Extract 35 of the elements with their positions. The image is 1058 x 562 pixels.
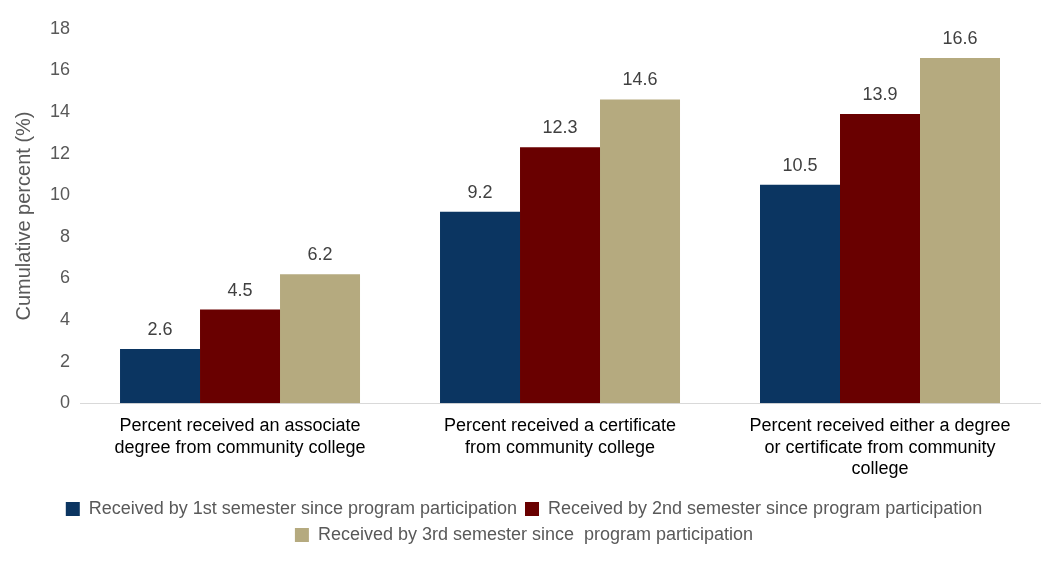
bar <box>120 349 201 404</box>
y-tick-label: 2 <box>60 350 71 371</box>
y-tick-label: 6 <box>60 267 71 288</box>
legend-label: Received by 1st semester since program participation <box>88 497 517 518</box>
data-label: 2.6 <box>147 319 173 340</box>
legend-label: Received by 3rd semester since program participation <box>317 523 754 544</box>
y-tick-label: 12 <box>49 142 71 163</box>
bar <box>840 114 920 404</box>
y-tick-label: 16 <box>49 59 71 80</box>
bar <box>280 274 361 404</box>
data-label: 16.6 <box>942 27 978 48</box>
data-label: 6.2 <box>307 244 333 265</box>
x-tick-label: Percent received either a degree or certificate from community college <box>749 414 1011 479</box>
bar <box>520 147 601 404</box>
data-label: 10.5 <box>782 154 818 175</box>
data-label: 12.3 <box>542 117 578 138</box>
y-tick-label: 18 <box>49 17 71 38</box>
bar <box>760 184 840 404</box>
y-axis-title: Cumulative percent (%) <box>11 111 34 321</box>
y-tick-label: 4 <box>60 308 71 329</box>
bar <box>920 57 1000 404</box>
x-tick-label: Percent received an associate degree from community college <box>114 414 366 457</box>
bar <box>440 211 521 404</box>
data-label: 13.9 <box>862 84 898 105</box>
y-tick-label: 14 <box>49 100 71 121</box>
y-tick-label: 10 <box>49 184 71 205</box>
x-tick-label: Percent received a certificate from community college <box>443 414 677 457</box>
y-tick-label: 8 <box>60 225 71 246</box>
data-label: 4.5 <box>227 279 253 300</box>
legend-label: Received by 2nd semester since program participation <box>547 497 983 518</box>
y-tick-label: 0 <box>60 392 71 413</box>
bar <box>600 99 681 404</box>
data-label: 14.6 <box>622 69 658 90</box>
bar <box>200 309 281 404</box>
data-label: 9.2 <box>467 181 493 202</box>
